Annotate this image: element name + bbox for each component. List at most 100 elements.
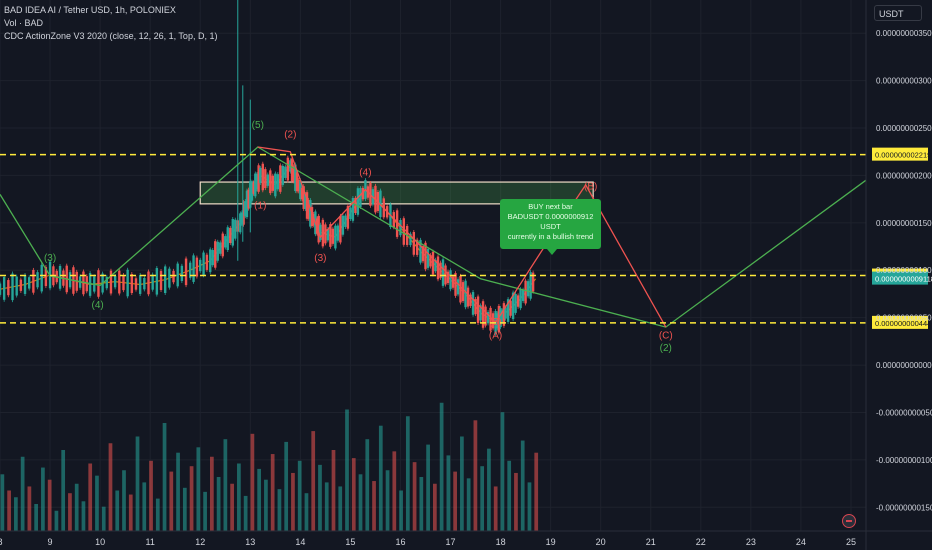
wave-label: (B)	[584, 182, 597, 193]
candle-body	[290, 158, 294, 182]
candle-body	[429, 255, 432, 267]
y-tick-label: 0.0000000020000	[876, 171, 932, 180]
candle-body	[255, 174, 259, 190]
candle-body	[402, 218, 405, 245]
volume-bar	[514, 472, 518, 531]
price-level-tag	[872, 315, 928, 329]
candle-body	[113, 275, 117, 288]
y-tick-label: -0.0000000005000	[876, 408, 932, 417]
grid	[0, 0, 866, 531]
price-level-value: 0.0000000022192	[875, 151, 932, 160]
volume-bar	[223, 439, 228, 531]
currency-selector[interactable]: USDT	[874, 5, 922, 21]
candle-body	[189, 262, 192, 278]
candle-body	[224, 236, 227, 248]
candle-body	[412, 231, 416, 255]
candle-body	[7, 280, 10, 296]
volume-bar	[115, 490, 120, 531]
candle-body	[2, 277, 6, 300]
volume-bar	[399, 490, 403, 531]
candle-body	[531, 272, 535, 292]
volume-bar	[47, 479, 52, 531]
x-tick-label: 13	[245, 537, 255, 547]
volume-bar	[189, 466, 194, 531]
candle-body	[319, 224, 322, 240]
volume-bar	[426, 444, 430, 531]
volume-bar	[176, 452, 180, 531]
candle-body	[502, 303, 506, 326]
candle-body	[199, 259, 202, 272]
x-tick-label: 22	[696, 537, 706, 547]
candle-body	[130, 274, 134, 293]
y-tick-label: -0.0000000010000	[876, 456, 932, 465]
candle-body	[497, 305, 501, 333]
x-tick-label: 18	[496, 537, 506, 547]
candle-body	[118, 270, 121, 294]
volume-bar	[534, 452, 539, 531]
volume-bar	[297, 460, 302, 531]
candle-body	[44, 267, 48, 287]
price-level-value: 0.0000000004449	[875, 319, 932, 328]
x-tick-label: 11	[146, 537, 155, 547]
x-tick-label: 21	[646, 537, 656, 547]
volume-bar	[250, 433, 255, 531]
candle-body	[257, 165, 260, 192]
volume-bar	[365, 439, 370, 531]
volume-bar	[108, 443, 113, 531]
candle-body	[105, 276, 108, 289]
candle-body	[456, 279, 460, 295]
volume-bar	[142, 482, 147, 531]
buy-signal-line3: currently in a bullish trend	[507, 232, 594, 241]
volume-bar	[270, 454, 275, 531]
candle-body	[163, 266, 167, 293]
candle-body	[219, 242, 222, 254]
volume-bar	[34, 504, 39, 531]
buy-signal-line1: BUY next bar	[528, 202, 573, 211]
volume-bar	[432, 483, 437, 531]
candle-body	[192, 255, 195, 282]
price-level-tag	[872, 147, 928, 161]
volume-bar	[203, 491, 207, 531]
candle-body	[356, 188, 360, 215]
volume-bar	[507, 460, 512, 531]
symbol-title[interactable]: BAD IDEA AI / Tether USD, 1h, POLONIEX	[4, 5, 176, 15]
volume-bar	[20, 456, 25, 531]
volume-indicator-label[interactable]: Vol · BAD	[4, 18, 44, 28]
candle-body	[294, 164, 297, 192]
candle-body	[284, 166, 287, 178]
candle-body	[221, 233, 224, 257]
candle-body	[331, 228, 335, 244]
price-levels[interactable]: 0.00000000221920.00000000094410.00000000…	[0, 147, 932, 329]
volume-bar	[487, 448, 491, 531]
volume-bar	[169, 471, 174, 531]
x-tick-label: 19	[546, 537, 556, 547]
volume-bar	[311, 431, 316, 531]
candle-body	[486, 311, 490, 324]
tradingview-logo-icon[interactable]	[842, 514, 856, 528]
x-tick-label: 17	[446, 537, 456, 547]
cdc-indicator-label[interactable]: CDC ActionZone V3 2020 (close, 12, 26, 1…	[4, 31, 218, 41]
candle-body	[307, 199, 310, 219]
candle-body	[122, 274, 125, 291]
candle-body	[441, 259, 445, 286]
candle-body	[159, 271, 163, 290]
volume-bar	[128, 494, 133, 531]
candle-body	[147, 271, 150, 295]
volume-bar	[61, 450, 66, 531]
candle-body	[126, 269, 129, 297]
volume-bar	[304, 493, 309, 531]
candle-body	[242, 201, 245, 225]
candle-body	[172, 270, 175, 283]
candle-body	[379, 190, 382, 218]
candle-body	[305, 192, 309, 219]
y-tick-label: 0.0000000010000	[876, 266, 932, 275]
candle-body	[454, 273, 457, 296]
candle-body	[180, 265, 184, 281]
candle-body	[264, 169, 267, 189]
candle-body	[254, 173, 257, 197]
candle-body	[184, 258, 188, 286]
volume-bar	[81, 501, 86, 531]
x-tick-label: 8	[0, 537, 3, 547]
